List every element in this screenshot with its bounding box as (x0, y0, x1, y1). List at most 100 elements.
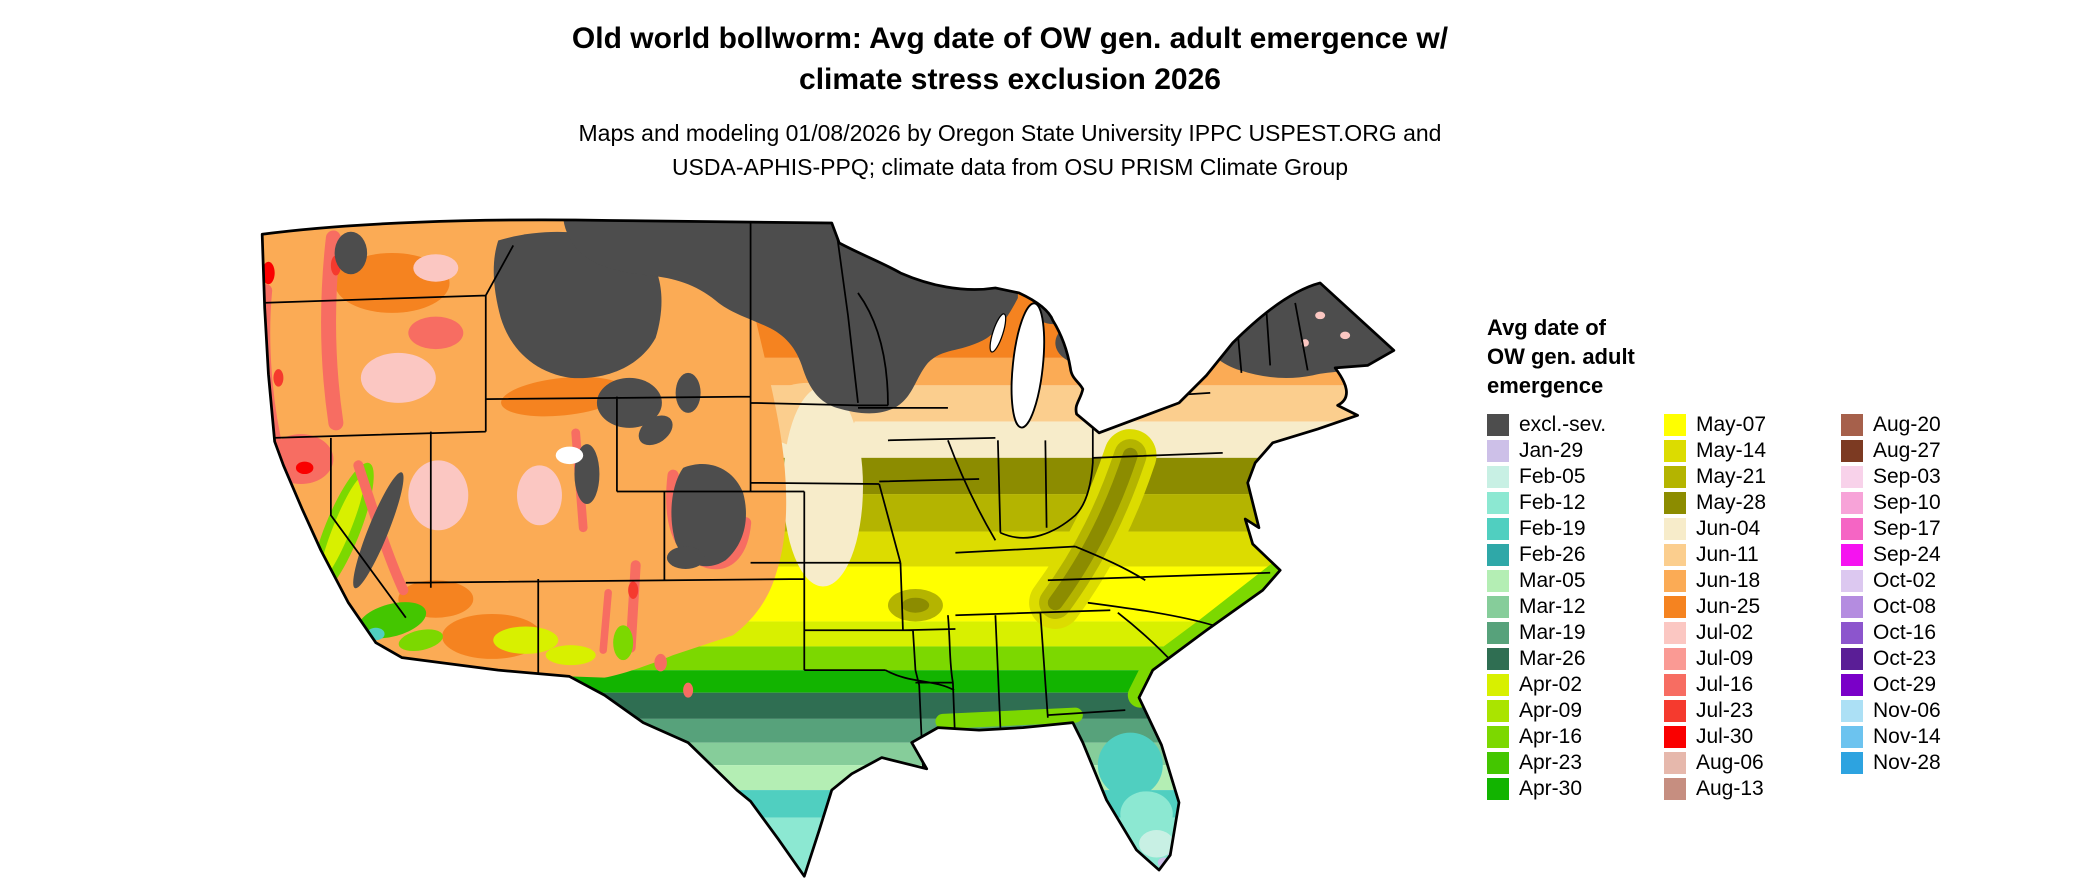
legend-entry: Mar-26 (1487, 646, 1664, 672)
legend-swatch (1841, 700, 1863, 722)
legend-entry-label: Mar-12 (1519, 595, 1586, 618)
green-bay (989, 313, 1007, 353)
map-legend: Avg date of OW gen. adult emergence excl… (1487, 313, 2047, 802)
legend-swatch (1841, 466, 1863, 488)
legend-entry: Nov-14 (1841, 724, 2018, 750)
legend-entry-label: Sep-24 (1873, 543, 1941, 566)
legend-entry: Feb-05 (1487, 464, 1664, 490)
legend-entry: excl.-sev. (1487, 412, 1664, 438)
legend-entry-label: Nov-14 (1873, 725, 1941, 748)
legend-entry: Aug-06 (1664, 750, 1841, 776)
legend-entry-label: Apr-09 (1519, 699, 1583, 722)
legend-column: May-07 May-14 May-21 May-28 Jun-04 Jun-11 Jun-… (1664, 412, 1841, 802)
legend-title-line3: emergence (1487, 373, 1604, 398)
legend-swatch (1841, 622, 1863, 644)
legend-entry: Oct-23 (1841, 646, 2018, 672)
legend-swatch (1841, 440, 1863, 462)
legend-entry-label: Sep-03 (1873, 465, 1941, 488)
legend-swatch (1664, 466, 1686, 488)
legend-entry: Apr-16 (1487, 724, 1664, 750)
legend-swatch (1664, 570, 1686, 592)
legend-entry: Oct-29 (1841, 672, 2018, 698)
legend-entry-label: Sep-17 (1873, 517, 1941, 540)
legend-entry: Jul-09 (1664, 646, 1841, 672)
map-west-terrain (262, 219, 787, 698)
legend-entry-label: Feb-19 (1519, 517, 1586, 540)
legend-swatch (1841, 492, 1863, 514)
legend-swatch (1841, 596, 1863, 618)
legend-entry-label: Oct-08 (1873, 595, 1937, 618)
legend-entry-label: Jul-16 (1696, 673, 1754, 696)
legend-swatch (1664, 648, 1686, 670)
legend-entry: Jun-04 (1664, 516, 1841, 542)
map-subtitle-line2: USDA-APHIS-PPQ; climate data from OSU PR… (671, 154, 1349, 180)
legend-entry: Jul-30 (1664, 724, 1841, 750)
legend-entry-label: Feb-12 (1519, 491, 1586, 514)
legend-swatch (1841, 648, 1863, 670)
legend-swatch (1664, 518, 1686, 540)
legend-entry-label: Jul-09 (1696, 647, 1754, 670)
lake-michigan (1010, 302, 1046, 429)
legend-entry-label: Jul-23 (1696, 699, 1754, 722)
legend-entry-label: Apr-30 (1519, 777, 1583, 800)
legend-entry: Feb-19 (1487, 516, 1664, 542)
legend-entry-label: May-28 (1696, 491, 1767, 514)
legend-entry: Apr-30 (1487, 776, 1664, 802)
legend-column: excl.-sev. Jan-29 Feb-05 Feb-12 Feb-19 Feb-26… (1487, 412, 1664, 802)
legend-entry-label: Oct-16 (1873, 621, 1937, 644)
header: Old world bollworm: Avg date of OW gen. … (340, 18, 1680, 184)
legend-entry: Jul-16 (1664, 672, 1841, 698)
legend-swatch (1487, 466, 1509, 488)
map-subtitle-line1: Maps and modeling 01/08/2026 by Oregon S… (578, 120, 1442, 146)
legend-swatch (1487, 778, 1509, 800)
legend-entry: Oct-08 (1841, 594, 2018, 620)
legend-entry-label: Oct-23 (1873, 647, 1937, 670)
map-title-line2: climate stress exclusion 2026 (799, 63, 1221, 96)
legend-entry-label: Jun-04 (1696, 517, 1761, 540)
legend-entry: Aug-13 (1664, 776, 1841, 802)
legend-entry: Aug-20 (1841, 412, 2018, 438)
legend-entry-label: Mar-26 (1519, 647, 1586, 670)
legend-title-line1: Avg date of (1487, 315, 1606, 340)
legend-entry: Apr-09 (1487, 698, 1664, 724)
legend-swatch (1664, 726, 1686, 748)
legend-entry: Jul-02 (1664, 620, 1841, 646)
legend-swatch (1664, 778, 1686, 800)
legend-entry-label: Aug-27 (1873, 439, 1941, 462)
legend-entry: Mar-12 (1487, 594, 1664, 620)
map-ozarks (887, 588, 943, 622)
legend-swatch (1487, 518, 1509, 540)
legend-entry-label: Nov-28 (1873, 751, 1941, 774)
legend-entry-label: Jul-02 (1696, 621, 1754, 644)
legend-swatch (1664, 492, 1686, 514)
legend-entry-label: Feb-26 (1519, 543, 1586, 566)
legend-entry: May-28 (1664, 490, 1841, 516)
legend-swatch (1664, 596, 1686, 618)
legend-swatch (1487, 752, 1509, 774)
legend-swatch (1841, 674, 1863, 696)
legend-entry-label: Mar-19 (1519, 621, 1586, 644)
legend-entry-label: Apr-16 (1519, 725, 1583, 748)
legend-swatch (1487, 622, 1509, 644)
legend-entry-label: excl.-sev. (1519, 413, 1607, 436)
legend-entry-label: Sep-10 (1873, 491, 1941, 514)
map-title-line1: Old world bollworm: Avg date of OW gen. … (571, 22, 1449, 55)
legend-swatch (1841, 752, 1863, 774)
legend-entry: Feb-26 (1487, 542, 1664, 568)
legend-columns: excl.-sev. Jan-29 Feb-05 Feb-12 Feb-19 Feb-26… (1487, 412, 2047, 802)
legend-entry-label: Apr-02 (1519, 673, 1583, 696)
legend-swatch (1487, 726, 1509, 748)
legend-entry: Jun-25 (1664, 594, 1841, 620)
legend-title: Avg date of OW gen. adult emergence (1487, 313, 2047, 400)
legend-entry: Nov-06 (1841, 698, 2018, 724)
legend-swatch (1487, 544, 1509, 566)
legend-entry: May-21 (1664, 464, 1841, 490)
map-florida-overlays (1097, 732, 1178, 868)
legend-swatch (1487, 596, 1509, 618)
legend-entry-label: Jun-25 (1696, 595, 1761, 618)
legend-swatch (1487, 570, 1509, 592)
legend-swatch (1841, 414, 1863, 436)
legend-entry-label: May-07 (1696, 413, 1767, 436)
legend-swatch (1664, 440, 1686, 462)
